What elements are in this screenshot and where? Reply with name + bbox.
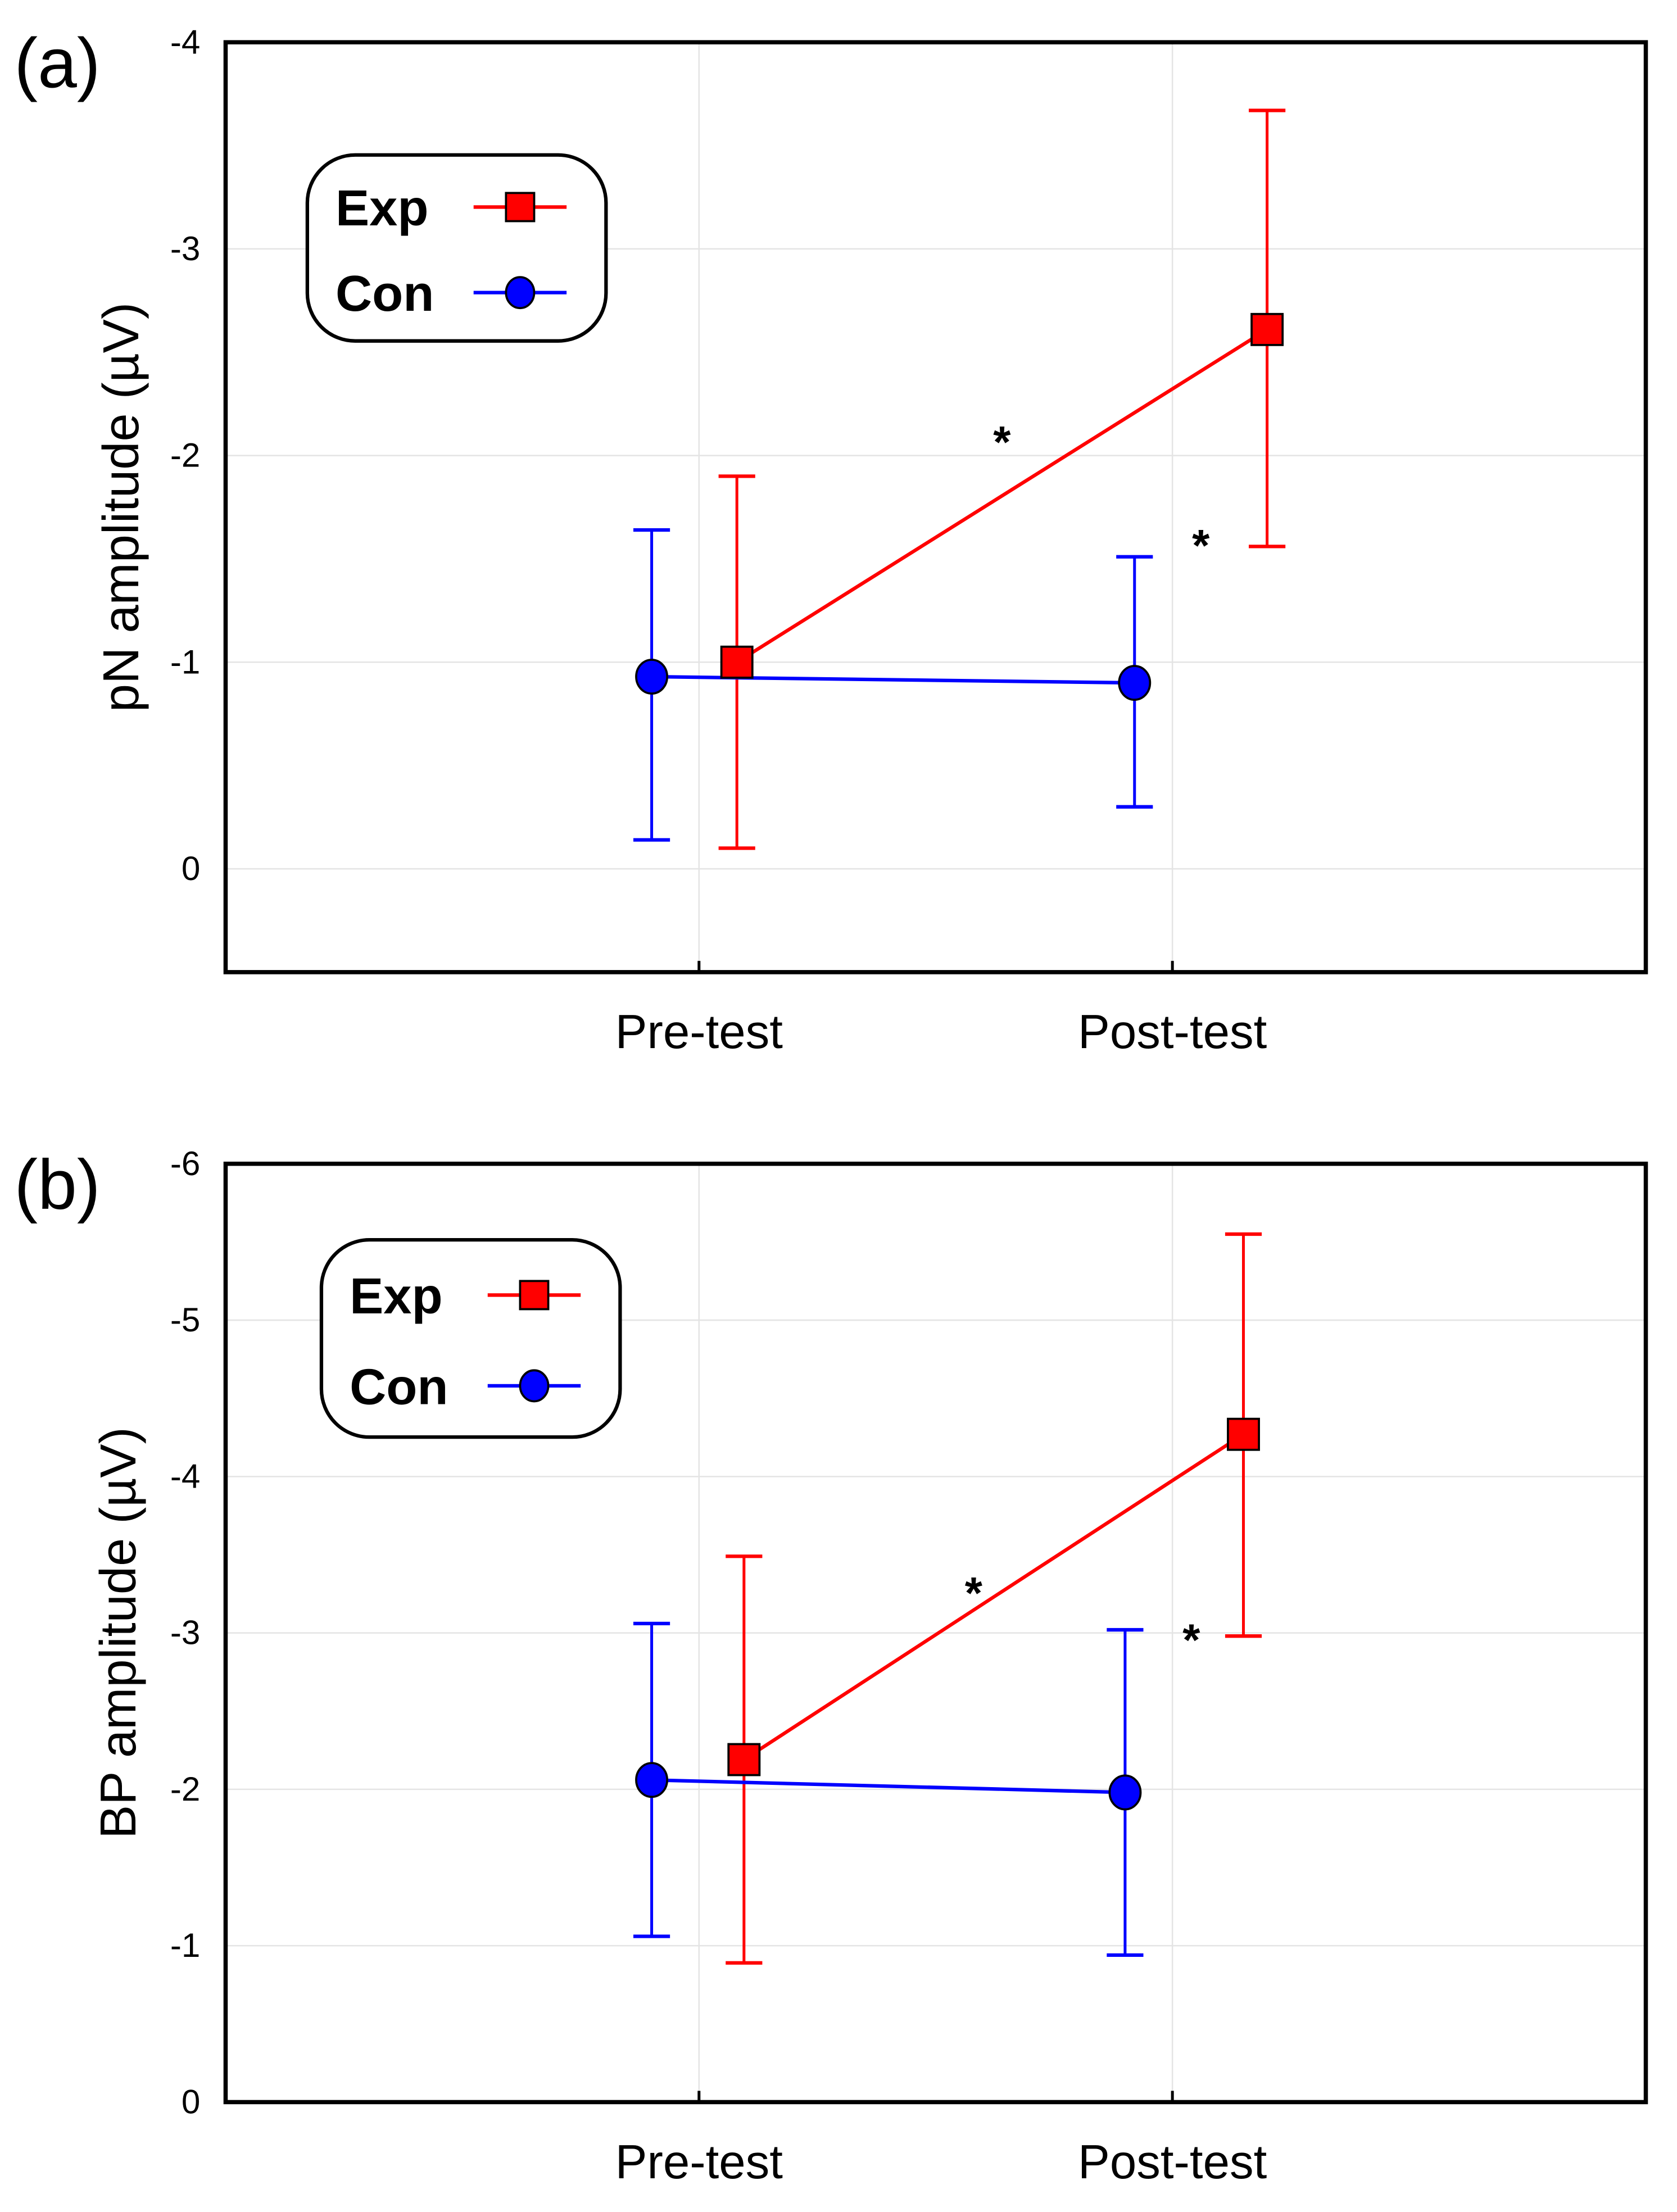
significance-marker: * xyxy=(1192,520,1210,570)
significance-marker: * xyxy=(1182,1615,1200,1665)
x-tick-label: Post-test xyxy=(1078,2136,1267,2189)
legend-square-marker-icon xyxy=(519,1280,550,1311)
y-tick-label: -1 xyxy=(170,1927,201,1964)
y-tick-label: -2 xyxy=(170,437,201,474)
y-tick-label: -3 xyxy=(170,1614,201,1652)
y-axis-label: pN amplitude (µV) xyxy=(93,302,149,712)
panel-label: (a) xyxy=(14,24,100,102)
data-point xyxy=(635,1762,669,1798)
y-tick-label: 0 xyxy=(182,2083,200,2121)
y-tick-label: -6 xyxy=(170,1145,201,1182)
legend-label: Con xyxy=(350,1358,448,1415)
y-tick-label: -1 xyxy=(170,643,201,681)
y-tick-label: -3 xyxy=(170,230,201,268)
legend-square-marker-icon xyxy=(505,192,536,223)
y-tick-label: 0 xyxy=(182,850,200,887)
legend-label: Con xyxy=(336,265,434,322)
data-point xyxy=(1227,1417,1260,1451)
data-point xyxy=(1108,1774,1142,1811)
y-tick-label: -4 xyxy=(170,23,201,61)
legend-label: Exp xyxy=(336,180,429,237)
data-point xyxy=(1250,312,1284,346)
data-point xyxy=(727,1743,761,1776)
panel-b: -6 -5 -4 -3 -2 -1 0 Pre-test Post-test (b) BP ampl… xyxy=(14,1145,1648,2189)
plot-frame xyxy=(223,40,1648,974)
series-line-exp xyxy=(743,1433,1245,1761)
x-tick-label: Pre-test xyxy=(615,2136,783,2189)
significance-marker: * xyxy=(993,416,1011,467)
plot-frame xyxy=(223,1162,1648,2105)
y-tick-label: -5 xyxy=(170,1301,201,1339)
y-tick-label: -4 xyxy=(170,1457,201,1495)
significance-marker: * xyxy=(965,1567,983,1618)
data-point xyxy=(1118,665,1152,701)
legend-label: Exp xyxy=(350,1268,443,1325)
legend-circle-marker-icon xyxy=(505,276,536,310)
x-tick-label: Pre-test xyxy=(615,1005,783,1059)
panel-a: -4 -3 -2 -1 0 Pre-test Post-test (a) pN amplitud… xyxy=(14,23,1648,1059)
legend-circle-marker-icon xyxy=(519,1369,550,1403)
data-point xyxy=(720,645,754,679)
series-line-con xyxy=(651,1778,1126,1794)
data-point xyxy=(635,659,669,695)
panel-label: (b) xyxy=(14,1145,100,1224)
x-tick-label: Post-test xyxy=(1078,1005,1267,1059)
y-tick-label: -2 xyxy=(170,1770,201,1808)
series-line-exp xyxy=(736,328,1268,664)
y-axis-label: BP amplitude (µV) xyxy=(90,1427,147,1839)
